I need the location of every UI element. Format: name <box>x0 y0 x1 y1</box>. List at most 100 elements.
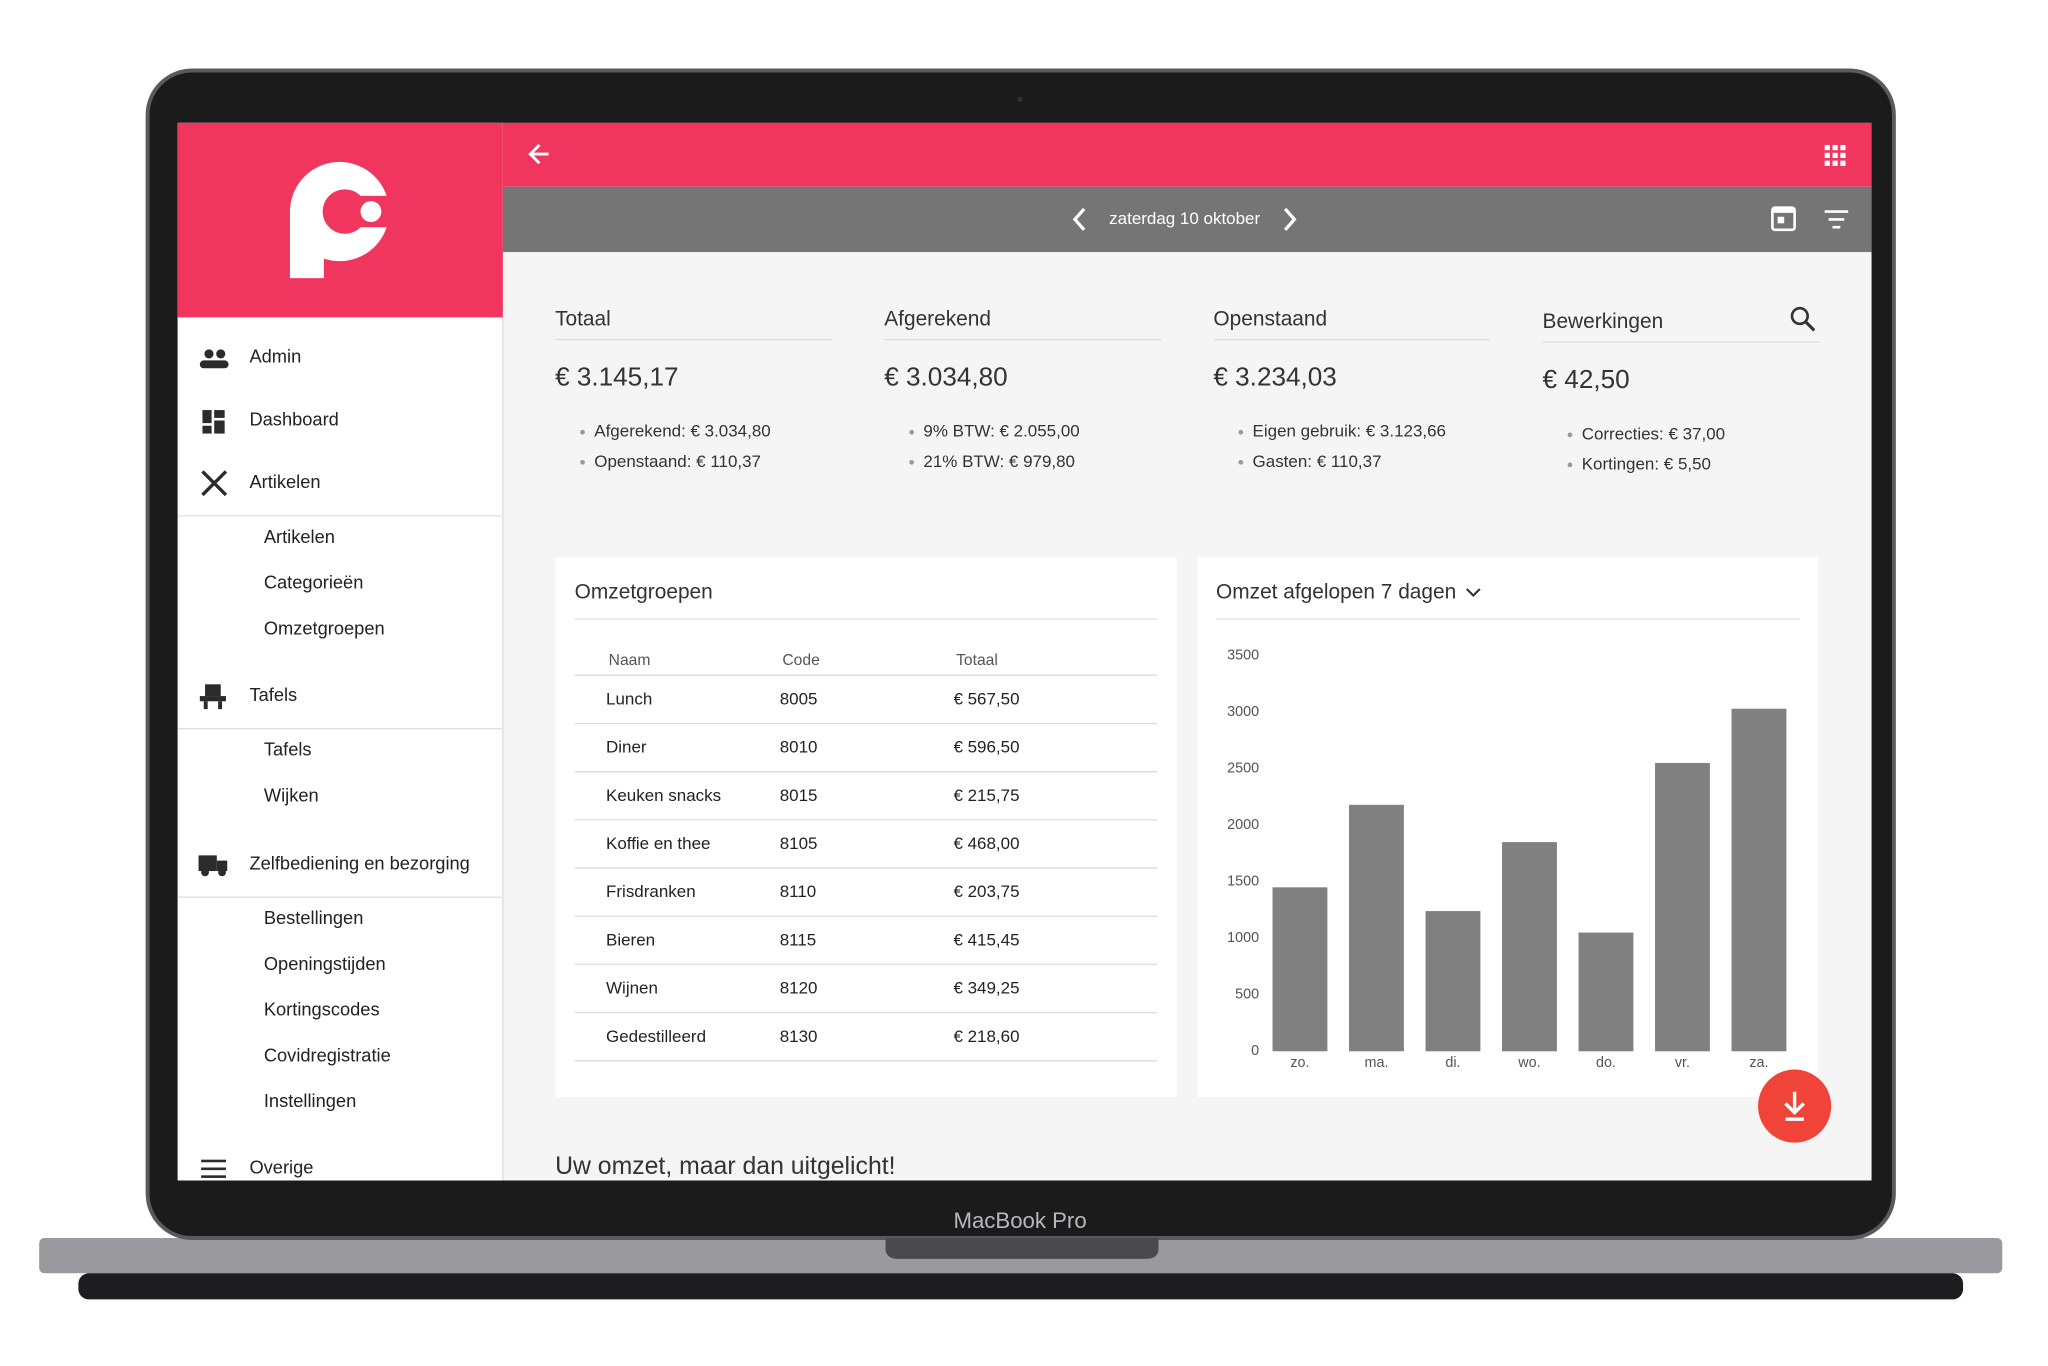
chart-title: Omzet afgelopen 7 dagen <box>1216 580 1456 603</box>
menu-icon <box>218 868 226 877</box>
bar <box>1349 804 1404 1052</box>
submenu-item[interactable]: Omzetgroepen <box>264 617 385 638</box>
bar <box>1425 911 1481 1052</box>
y-tick-label: 1500 <box>1227 873 1259 889</box>
column-header: Totaal <box>956 652 998 669</box>
menu-item[interactable]: Overige <box>249 1157 313 1178</box>
x-tick-label: za. <box>1749 1055 1768 1071</box>
download-icon <box>1784 1091 1805 1121</box>
menu-icon <box>202 425 212 434</box>
y-tick-label: 2500 <box>1227 760 1259 776</box>
y-tick-label: 1000 <box>1227 930 1259 946</box>
table-cell: Diner <box>606 738 647 757</box>
card-detail: Afgerekend: € 3.034,80 <box>594 422 770 441</box>
prev-day[interactable] <box>1072 207 1086 231</box>
menu-icon <box>218 701 223 710</box>
camera <box>1017 96 1023 102</box>
menu-icon <box>216 860 228 872</box>
card-amount: € 3.034,80 <box>884 362 1007 392</box>
y-tick-label: 2000 <box>1227 817 1259 833</box>
column-header: Code <box>782 652 820 669</box>
table-cell: € 349,25 <box>953 979 1019 998</box>
submenu-item[interactable]: Wijken <box>264 784 319 805</box>
submenu-item[interactable]: Bestellingen <box>264 907 364 928</box>
apps-button[interactable] <box>1824 144 1846 166</box>
menu-item[interactable]: Tafels <box>249 684 297 705</box>
submenu-item[interactable]: Categorieën <box>264 572 364 593</box>
menu-icon <box>203 701 208 710</box>
bar <box>1272 887 1328 1052</box>
submenu-item[interactable]: Openingstijden <box>264 953 386 974</box>
table-cell: € 468,00 <box>953 834 1019 853</box>
card-title: Openstaand <box>1213 307 1327 330</box>
bullet <box>1567 432 1573 438</box>
y-tick-label: 0 <box>1251 1043 1259 1059</box>
table-cell: 8005 <box>780 689 818 708</box>
table-cell: Gedestilleerd <box>606 1027 706 1046</box>
bullet <box>909 459 915 465</box>
laptop-foot <box>78 1273 1964 1300</box>
card-detail: Eigen gebruik: € 3.123,66 <box>1253 422 1446 441</box>
table-cell: Bieren <box>606 930 655 949</box>
table-cell: 8015 <box>780 786 818 805</box>
menu-icon <box>202 410 212 424</box>
table-cell: 8115 <box>780 930 817 949</box>
next-day[interactable] <box>1283 207 1297 231</box>
bar <box>1655 762 1710 1052</box>
card-detail: 21% BTW: € 979,80 <box>923 452 1075 471</box>
card-detail: Gasten: € 110,37 <box>1253 452 1382 471</box>
menu-icon <box>216 349 226 359</box>
filter-button[interactable] <box>1824 210 1849 229</box>
calendar-button[interactable] <box>1771 206 1796 232</box>
submenu-item[interactable]: Tafels <box>264 739 312 760</box>
submenu-item[interactable]: Artikelen <box>264 526 335 547</box>
submenu-item[interactable]: Covidregistratie <box>264 1044 391 1065</box>
menu-icon <box>201 470 228 497</box>
submenu-item[interactable]: Instellingen <box>264 1090 356 1111</box>
search-button[interactable] <box>1790 306 1816 332</box>
menu-icon <box>201 1159 226 1163</box>
menu-item[interactable]: Artikelen <box>249 471 320 492</box>
table-cell: Keuken snacks <box>606 786 721 805</box>
column-header: Naam <box>609 652 651 669</box>
x-tick-label: ma. <box>1364 1055 1388 1071</box>
table-cell: Frisdranken <box>606 882 696 901</box>
table-cell: € 203,75 <box>953 882 1019 901</box>
x-tick-label: vr. <box>1675 1055 1690 1071</box>
table-cell: € 415,45 <box>953 930 1019 949</box>
bullet <box>1238 429 1244 435</box>
y-tick-label: 3000 <box>1227 704 1259 720</box>
menu-item[interactable]: Zelfbediening en bezorging <box>249 852 469 873</box>
top-bar <box>502 122 1872 187</box>
table-cell: € 567,50 <box>953 689 1019 708</box>
card-detail: 9% BTW: € 2.055,00 <box>923 422 1079 441</box>
bullet <box>580 459 585 465</box>
table-card <box>555 557 1177 1097</box>
menu-item[interactable]: Dashboard <box>249 408 338 429</box>
card-amount: € 3.234,03 <box>1213 362 1336 392</box>
laptop-notch <box>885 1238 1159 1259</box>
date-bar <box>502 186 1872 253</box>
bullet <box>909 429 915 435</box>
table-cell: Koffie en thee <box>606 834 710 853</box>
card-detail: Openstaand: € 110,37 <box>594 452 761 471</box>
menu-icon <box>199 360 229 369</box>
x-tick-label: do. <box>1596 1055 1616 1071</box>
card-title: Bewerkingen <box>1543 310 1664 333</box>
table-cell: 8120 <box>780 979 818 998</box>
y-tick-label: 3500 <box>1227 647 1259 663</box>
chart-dropdown[interactable] <box>1466 588 1481 597</box>
x-tick-label: zo. <box>1290 1055 1309 1071</box>
card-title: Totaal <box>555 307 611 330</box>
bar <box>1731 708 1787 1052</box>
table-cell: 8105 <box>780 834 818 853</box>
menu-item[interactable]: Admin <box>249 346 301 367</box>
date-label: zaterdag 10 oktober <box>1109 209 1260 228</box>
menu-icon <box>201 1167 226 1171</box>
table-title: Omzetgroepen <box>575 580 713 603</box>
table-cell: Wijnen <box>606 979 658 998</box>
card-detail: Kortingen: € 5,50 <box>1582 454 1711 473</box>
submenu-item[interactable]: Kortingscodes <box>264 999 380 1020</box>
table-cell: € 596,50 <box>953 738 1019 757</box>
back-button[interactable] <box>528 143 549 165</box>
